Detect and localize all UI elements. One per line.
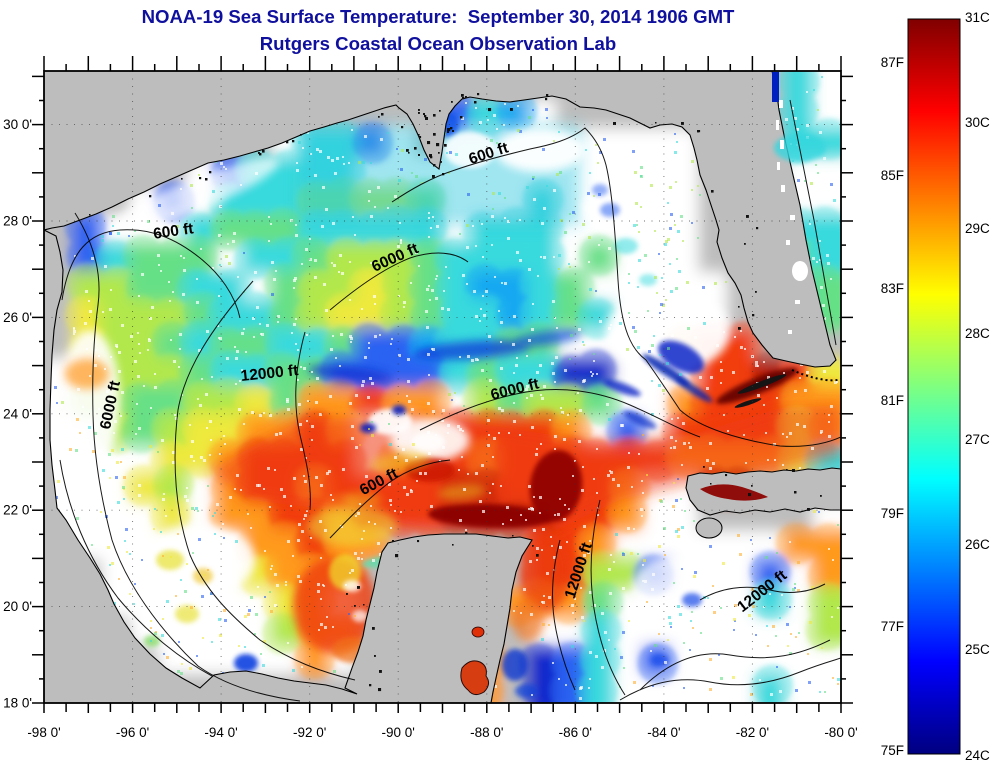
svg-text:28C: 28C	[965, 326, 990, 341]
svg-text:-94 0': -94 0'	[204, 725, 237, 740]
svg-text:77F: 77F	[881, 619, 904, 634]
svg-text:24 0': 24 0'	[3, 406, 32, 421]
svg-text:-86 0': -86 0'	[559, 725, 592, 740]
svg-text:-92 0': -92 0'	[293, 725, 326, 740]
svg-text:-88 0': -88 0'	[470, 725, 503, 740]
svg-text:81F: 81F	[881, 393, 904, 408]
svg-text:18 0': 18 0'	[3, 696, 32, 711]
svg-text:83F: 83F	[881, 281, 904, 296]
svg-text:75F: 75F	[881, 743, 904, 758]
svg-text:25C: 25C	[965, 642, 990, 657]
svg-text:600 ft: 600 ft	[152, 220, 194, 242]
svg-text:-98 0': -98 0'	[27, 725, 60, 740]
svg-text:26C: 26C	[965, 537, 990, 552]
svg-text:Rutgers Coastal Ocean Observat: Rutgers Coastal Ocean Observation Lab	[260, 33, 616, 54]
svg-text:87F: 87F	[881, 55, 904, 70]
svg-text:-84 0': -84 0'	[647, 725, 680, 740]
svg-text:26 0': 26 0'	[3, 310, 32, 325]
svg-text:-82 0': -82 0'	[736, 725, 769, 740]
svg-text:12000 ft: 12000 ft	[240, 362, 299, 385]
svg-text:24C: 24C	[965, 748, 990, 763]
svg-text:29C: 29C	[965, 221, 990, 236]
svg-text:85F: 85F	[881, 168, 904, 183]
svg-text:20 0': 20 0'	[3, 599, 32, 614]
svg-text:79F: 79F	[881, 506, 904, 521]
svg-text:-80 0': -80 0'	[824, 725, 857, 740]
svg-text:30 0': 30 0'	[3, 117, 32, 132]
svg-text:NOAA-19 Sea Surface Temperatur: NOAA-19 Sea Surface Temperature: Septemb…	[142, 6, 735, 27]
svg-text:27C: 27C	[965, 432, 990, 447]
svg-text:-90 0': -90 0'	[382, 725, 415, 740]
svg-text:30C: 30C	[965, 115, 990, 130]
svg-text:28 0': 28 0'	[3, 214, 32, 229]
svg-text:31C: 31C	[965, 10, 990, 25]
svg-text:22 0': 22 0'	[3, 503, 32, 518]
svg-text:-96 0': -96 0'	[116, 725, 149, 740]
